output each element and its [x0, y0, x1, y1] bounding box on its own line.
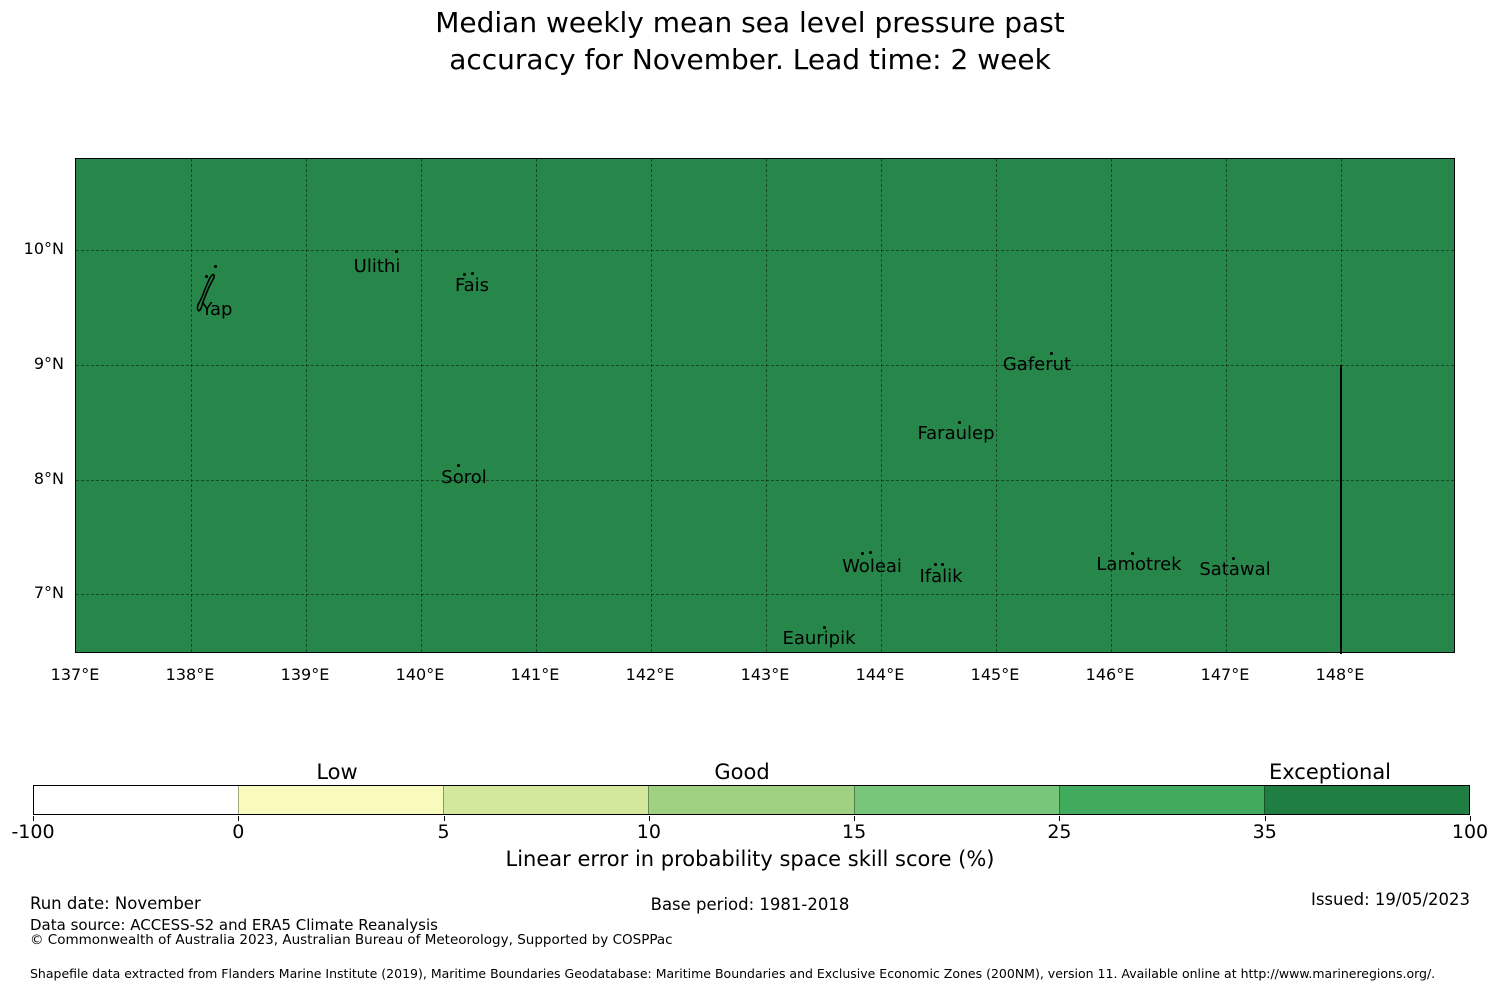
x-tick-label: 144°E — [855, 665, 905, 684]
gridline-vertical — [191, 159, 192, 652]
x-tick-label: 148°E — [1315, 665, 1365, 684]
colorbar-tick-label: 0 — [232, 821, 245, 843]
island-label-ifalik: Ifalik — [919, 566, 963, 587]
colorbar-tick-mark — [1059, 816, 1061, 821]
colorbar-segment — [853, 786, 1059, 814]
colorbar-tick-label: 5 — [437, 821, 450, 843]
y-tick-label: 7°N — [33, 583, 64, 602]
gridline-vertical — [1226, 159, 1227, 652]
x-tick-label: 138°E — [165, 665, 215, 684]
colorbar-segment — [1263, 786, 1469, 814]
island-marker-dot — [861, 552, 864, 555]
colorbar-tick-label: 10 — [636, 821, 661, 843]
gridline-vertical — [536, 159, 537, 652]
gridline-vertical — [421, 159, 422, 652]
gridline-horizontal — [76, 594, 1454, 595]
colorbar-segment — [1058, 786, 1264, 814]
colorbar-tick-label: -100 — [11, 821, 55, 843]
gridline-vertical — [766, 159, 767, 652]
island-marker-dot — [1232, 557, 1235, 560]
x-tick-label: 141°E — [510, 665, 560, 684]
colorbar-segment — [648, 786, 854, 814]
map-plot: Yap Ulithi Fais Sorol Gaferut Faraulep Woleai I… — [75, 158, 1455, 654]
colorbar — [33, 785, 1470, 815]
gridline-vertical — [306, 159, 307, 652]
chart-title-line2: accuracy for November. Lead time: 2 week — [449, 43, 1051, 76]
colorbar-segment — [34, 786, 239, 814]
gridline-vertical — [881, 159, 882, 652]
colorbar-axis-title: Linear error in probability space skill … — [505, 847, 995, 871]
gridline-vertical — [1111, 159, 1112, 652]
x-tick-label: 143°E — [740, 665, 790, 684]
island-marker-dot — [457, 464, 460, 467]
island-marker-dot — [823, 626, 826, 629]
gridline-horizontal — [76, 480, 1454, 481]
colorbar-tick-mark — [1470, 816, 1471, 821]
colorbar-tick-mark — [648, 816, 650, 821]
island-marker-dot — [395, 250, 398, 253]
data-source-text: Data source: ACCESS-S2 and ERA5 Climate … — [30, 916, 438, 934]
colorbar-tick-mark — [1264, 816, 1266, 821]
x-tick-label: 147°E — [1200, 665, 1250, 684]
island-label-satawal: Satawal — [1199, 559, 1271, 580]
colorbar-category-label: Exceptional — [1268, 760, 1392, 784]
x-tick-label: 145°E — [970, 665, 1020, 684]
island-marker-dot — [463, 273, 466, 276]
colorbar-category-label: Low — [316, 760, 358, 784]
eez-boundary-line — [1340, 365, 1342, 654]
island-marker-dot — [934, 563, 937, 566]
island-label-ulithi: Ulithi — [353, 256, 401, 277]
island-marker-dot — [205, 275, 208, 278]
colorbar-tick-label: 100 — [1451, 821, 1489, 843]
colorbar-tick-mark — [33, 816, 34, 821]
island-marker-dot — [1131, 552, 1134, 555]
y-tick-label: 10°N — [23, 239, 64, 258]
colorbar-segment — [443, 786, 649, 814]
colorbar-tick-label: 15 — [842, 821, 867, 843]
island-label-lamotrek: Lamotrek — [1096, 554, 1182, 575]
island-label-sorol: Sorol — [441, 467, 487, 488]
x-tick-label: 142°E — [625, 665, 675, 684]
island-marker-dot — [471, 272, 474, 275]
island-label-fais: Fais — [454, 275, 490, 296]
colorbar-segment — [238, 786, 444, 814]
x-tick-label: 146°E — [1085, 665, 1135, 684]
yap-island-shape — [196, 273, 215, 312]
island-label-faraulep: Faraulep — [917, 423, 995, 444]
colorbar-category-label: Good — [714, 760, 770, 784]
shapefile-note-text: Shapefile data extracted from Flanders M… — [30, 966, 1436, 981]
island-marker-dot — [214, 265, 217, 268]
island-marker-dot — [869, 551, 872, 554]
gridline-vertical — [996, 159, 997, 652]
colorbar-tick-label: 25 — [1047, 821, 1072, 843]
island-marker-dot — [958, 421, 961, 424]
run-date-text: Run date: November — [30, 894, 201, 913]
colorbar-tick-label: 35 — [1252, 821, 1277, 843]
colorbar-tick-mark — [443, 816, 445, 821]
gridline-horizontal — [76, 250, 1454, 251]
gridline-vertical — [651, 159, 652, 652]
x-tick-label: 140°E — [395, 665, 445, 684]
island-label-gaferut: Gaferut — [1002, 354, 1072, 375]
island-label-woleai: Woleai — [842, 556, 902, 577]
island-marker-dot — [941, 563, 944, 566]
colorbar-tick-mark — [854, 816, 856, 821]
y-tick-label: 9°N — [33, 354, 64, 373]
island-marker-dot — [1050, 352, 1053, 355]
copyright-text: © Commonwealth of Australia 2023, Austra… — [30, 932, 673, 948]
colorbar-tick-mark — [238, 816, 240, 821]
issued-text: Issued: 19/05/2023 — [1310, 890, 1470, 909]
y-tick-label: 8°N — [33, 469, 64, 488]
x-tick-label: 137°E — [50, 665, 100, 684]
base-period-text: Base period: 1981-2018 — [650, 895, 850, 914]
x-tick-label: 139°E — [280, 665, 330, 684]
island-label-yap: Yap — [201, 299, 233, 320]
gridline-horizontal — [76, 365, 1454, 366]
chart-title-line1: Median weekly mean sea level pressure pa… — [435, 6, 1065, 39]
island-label-eauripik: Eauripik — [782, 628, 856, 649]
